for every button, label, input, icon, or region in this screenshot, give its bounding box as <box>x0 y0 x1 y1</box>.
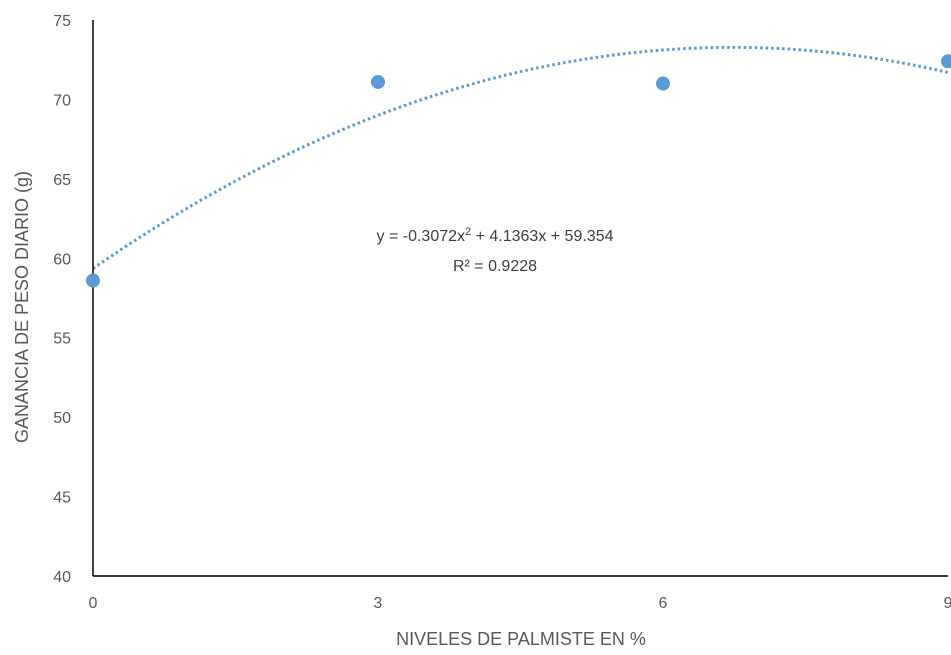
y-tick-label: 60 <box>53 251 71 268</box>
y-tick-label: 45 <box>53 490 71 507</box>
trendline-equation: y = -0.3072x2 + 4.1363x + 59.354 <box>377 226 614 245</box>
y-tick-label: 75 <box>53 13 71 30</box>
data-point <box>371 74 385 89</box>
y-tick-label: 50 <box>53 410 71 427</box>
y-tick-label: 40 <box>53 569 71 586</box>
y-tick-label: 65 <box>53 172 71 189</box>
y-tick-label: 55 <box>53 331 71 348</box>
trendline-equation-main: y = -0.3072x <box>377 228 466 245</box>
x-tick-label: 6 <box>659 595 668 612</box>
y-tick-labels: 40 45 50 55 60 65 70 75 <box>53 13 71 586</box>
y-axis-title: GANANCIA DE PESO DIARIO (g) <box>12 171 32 443</box>
trendline-equation-exponent: 2 <box>465 226 471 238</box>
x-tick-label: 9 <box>944 595 951 612</box>
trendline-path <box>92 45 949 270</box>
x-tick-labels: 0 3 6 9 <box>89 595 951 612</box>
data-point <box>86 273 100 288</box>
trendline-equation-rest: + 4.1363x + 59.354 <box>471 228 613 245</box>
x-axis-title: NIVELES DE PALMISTE EN % <box>396 629 646 649</box>
x-tick-label: 0 <box>89 595 98 612</box>
trendline-r-squared: R² = 0.9228 <box>453 258 537 275</box>
trendline-layer <box>92 45 949 270</box>
data-point <box>941 54 951 69</box>
data-points <box>86 54 951 288</box>
data-point <box>656 76 670 91</box>
y-tick-label: 70 <box>53 92 71 109</box>
x-tick-label: 3 <box>374 595 383 612</box>
